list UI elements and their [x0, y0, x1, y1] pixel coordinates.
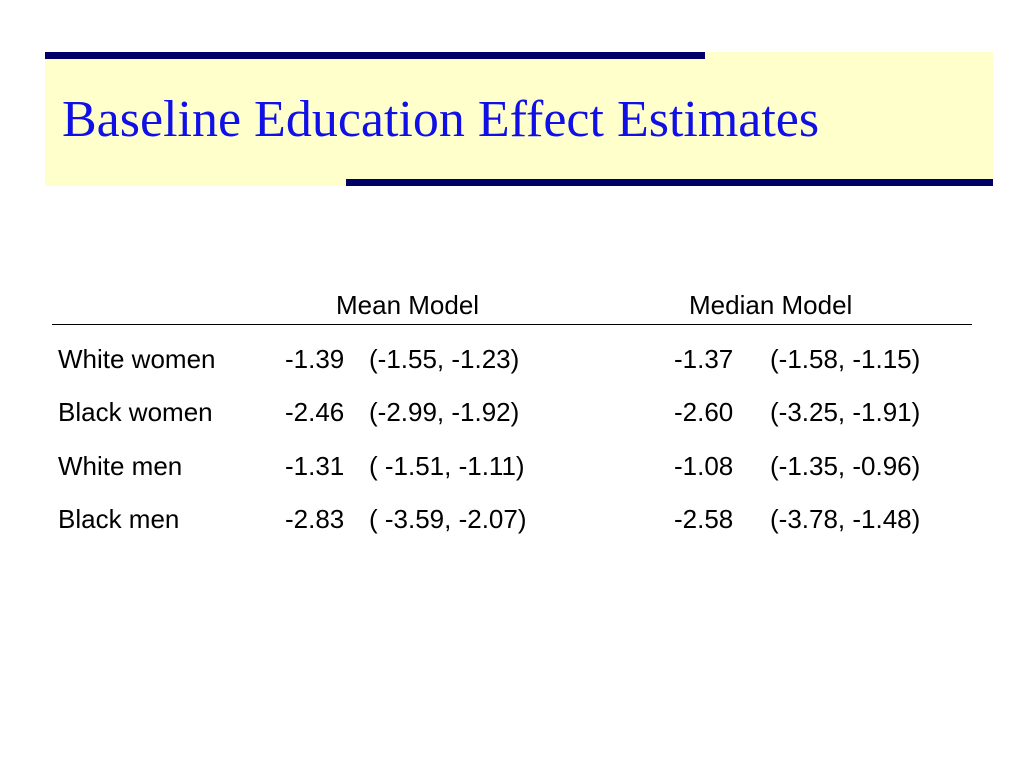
- median-ci: (-3.78, -1.48): [770, 504, 921, 534]
- median-estimate: -2.60: [674, 397, 734, 427]
- title-accent-bar-bottom: [346, 179, 993, 186]
- mean-ci: ( -3.59, -2.07): [369, 504, 527, 534]
- median-ci: (-1.35, -0.96): [770, 451, 921, 481]
- header-rule: [52, 324, 972, 325]
- table-row: Black women -2.46 (-2.99, -1.92) -2.60 (…: [0, 395, 1024, 435]
- row-label: Black men: [58, 504, 180, 534]
- table-row: White women -1.39 (-1.55, -1.23) -1.37 (…: [0, 342, 1024, 382]
- title-background: [45, 52, 993, 186]
- median-estimate: -1.08: [674, 451, 734, 481]
- median-ci: (-3.25, -1.91): [770, 397, 921, 427]
- row-label: White men: [58, 451, 183, 481]
- row-label: Black women: [58, 397, 213, 427]
- mean-ci: (-1.55, -1.23): [369, 344, 520, 374]
- mean-estimate: -2.46: [285, 397, 345, 427]
- table-row: Black men -2.83 ( -3.59, -2.07) -2.58 (-…: [0, 502, 1024, 542]
- mean-estimate: -1.31: [285, 451, 345, 481]
- header-median-model: Median Model: [689, 290, 853, 320]
- mean-ci: ( -1.51, -1.11): [369, 451, 525, 481]
- mean-ci: (-2.99, -1.92): [369, 397, 520, 427]
- mean-estimate: -1.39: [285, 344, 345, 374]
- median-ci: (-1.58, -1.15): [770, 344, 921, 374]
- header-mean-model: Mean Model: [336, 290, 480, 320]
- median-estimate: -2.58: [674, 504, 734, 534]
- title-accent-bar-top: [45, 52, 705, 59]
- table-row: White men -1.31 ( -1.51, -1.11) -1.08 (-…: [0, 449, 1024, 489]
- median-estimate: -1.37: [674, 344, 734, 374]
- row-label: White women: [58, 344, 216, 374]
- slide-title: Baseline Education Effect Estimates: [62, 91, 820, 148]
- mean-estimate: -2.83: [285, 504, 345, 534]
